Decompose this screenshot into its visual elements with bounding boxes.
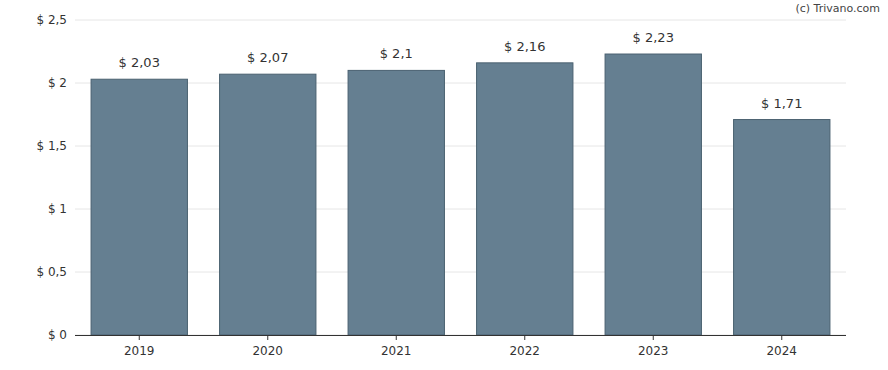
x-tick (139, 335, 140, 340)
data-label: $ 2,16 (504, 39, 545, 54)
x-tick-label: 2022 (509, 344, 540, 358)
x-tick (781, 335, 782, 340)
x-tick-label: 2023 (638, 344, 669, 358)
watermark: (c) Trivano.com (795, 2, 880, 15)
data-label: $ 2,03 (119, 55, 160, 70)
bar (734, 120, 830, 335)
bar (91, 79, 187, 335)
data-label: $ 2,07 (247, 50, 288, 65)
x-tick-label: 2019 (124, 344, 155, 358)
bar (605, 54, 701, 335)
y-tick-label: $ 2,5 (36, 13, 67, 27)
y-tick-label: $ 0,5 (36, 265, 67, 279)
y-tick-label: $ 0 (48, 328, 67, 342)
x-tick (396, 335, 397, 340)
x-tick-label: 2020 (252, 344, 283, 358)
y-tick-label: $ 1,5 (36, 139, 67, 153)
y-tick-label: $ 2 (48, 76, 67, 90)
bar (477, 63, 573, 335)
chart-svg: $ 0 $ 0,5 $ 1 $ 1,5 $ 2 $ 2,5 $ 2,03 $ 2,07 $ 2,… (0, 0, 888, 370)
data-label: $ 1,71 (761, 96, 802, 111)
data-label: $ 2,23 (633, 30, 674, 45)
chart-container: $ 0 $ 0,5 $ 1 $ 1,5 $ 2 $ 2,5 $ 2,03 $ 2,07 $ 2,… (0, 0, 888, 370)
grid-line (75, 272, 846, 273)
data-label: $ 2,1 (380, 46, 413, 61)
grid-line (75, 146, 846, 147)
bars (91, 54, 830, 335)
bar (348, 70, 444, 335)
y-tick-label: $ 1 (48, 202, 67, 216)
x-tick (653, 335, 654, 340)
x-tick (524, 335, 525, 340)
grid-line (75, 83, 846, 84)
bar (220, 74, 316, 335)
grid-line (75, 209, 846, 210)
x-tick (267, 335, 268, 340)
grid-line (75, 20, 846, 21)
x-tick-label: 2024 (766, 344, 797, 358)
x-axis-line (75, 335, 846, 336)
grid-line (75, 335, 846, 336)
x-tick-label: 2021 (381, 344, 412, 358)
